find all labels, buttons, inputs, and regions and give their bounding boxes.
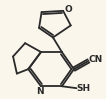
Text: O: O	[64, 5, 72, 14]
Text: N: N	[36, 88, 43, 96]
Text: SH: SH	[76, 84, 91, 93]
Text: CN: CN	[88, 55, 103, 64]
